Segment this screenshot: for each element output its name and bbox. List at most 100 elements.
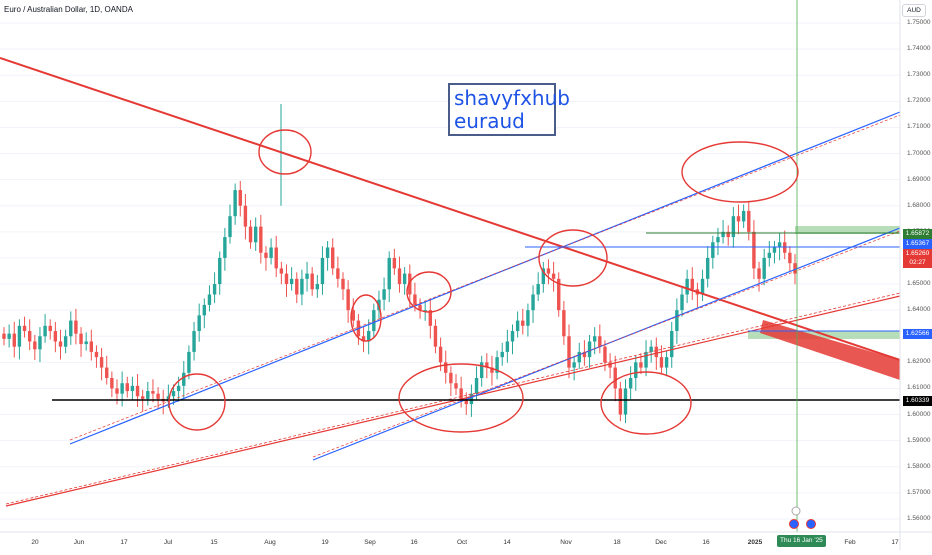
candle-body [146, 391, 150, 399]
time-tick-label: 17 [120, 539, 128, 546]
candle-body [192, 331, 196, 352]
candle-body [567, 336, 571, 368]
price-tick-label: 1.59000 [907, 436, 931, 444]
candle-body [793, 263, 797, 274]
candle-body [33, 341, 37, 350]
candle-body [711, 242, 715, 258]
candle-body [223, 237, 227, 258]
candle-body [762, 257, 766, 279]
candle-body [402, 273, 407, 285]
candle-body [197, 315, 201, 332]
candle-body [38, 336, 42, 350]
candle-body [685, 278, 689, 295]
red-trendline [0, 57, 901, 361]
candle-body [110, 378, 114, 389]
circle-annotation [600, 371, 692, 435]
price-tick-label: 1.68000 [907, 201, 931, 209]
candle-body [438, 346, 443, 363]
candle-body [53, 331, 58, 342]
time-tick-label: 16 [702, 539, 710, 546]
candle-body [17, 325, 22, 347]
candle-body [428, 310, 433, 326]
candle-body [757, 268, 761, 279]
candle-body [726, 231, 730, 238]
candle-body [557, 278, 561, 311]
candle-body [305, 273, 309, 279]
candle-body [22, 325, 27, 332]
currency-button[interactable]: AUD [902, 4, 926, 17]
candle-body [7, 333, 11, 339]
price-tick-label: 1.73000 [907, 71, 931, 79]
candle-body [274, 247, 278, 269]
candle-body [264, 252, 268, 258]
candle-body [731, 216, 736, 238]
annotation-line-1: shavyfxhub [454, 86, 570, 110]
candle-body [135, 385, 140, 397]
circle-annotation [168, 373, 226, 431]
candle-body [474, 378, 479, 394]
candle-body [253, 226, 258, 243]
candle-body [490, 367, 494, 373]
candle-body [2, 333, 6, 339]
candle-body [346, 289, 350, 311]
chart-title: Euro / Australian Dollar, 1D, OANDA [4, 5, 133, 14]
candle-body [366, 331, 371, 342]
annotation-textbox[interactable]: shavyfxhub euraud [448, 83, 570, 136]
candle-body [336, 268, 340, 279]
candle-body [284, 273, 289, 285]
candle-body [680, 294, 684, 311]
candle-body [105, 367, 109, 379]
candle-body [515, 320, 520, 332]
candle-body [449, 372, 453, 384]
time-tick-label: 18 [613, 539, 621, 546]
candle-body [541, 268, 546, 285]
candle-body [752, 231, 756, 269]
candle-body [469, 393, 474, 405]
candle-body [618, 388, 623, 415]
time-tick-label: Feb [844, 539, 856, 546]
time-tick-label: Aug [264, 539, 276, 546]
candle-body [623, 388, 628, 415]
resistance-zone [795, 226, 900, 234]
candle-body [125, 383, 129, 392]
blue-channel-top [69, 111, 901, 445]
candle-body [654, 346, 659, 358]
candle-body [341, 278, 345, 290]
price-tick-label: 1.58000 [907, 462, 931, 470]
candle-body [459, 388, 463, 399]
price-tick-label: 1.69000 [907, 175, 931, 183]
candle-body [608, 362, 612, 368]
circle-annotation [681, 141, 799, 203]
candle-body [500, 351, 504, 358]
candle-body [115, 388, 119, 394]
candle-body [644, 351, 648, 368]
candle-body [634, 362, 638, 379]
red-support-line [5, 295, 901, 507]
candle-body [392, 257, 397, 269]
time-tick-label: 14 [503, 539, 511, 546]
price-tick-label: 1.60000 [907, 410, 931, 418]
candle-body [772, 247, 777, 253]
candle-body [526, 310, 530, 326]
candle-body [43, 325, 47, 337]
candle-body [94, 351, 99, 358]
candle-body [639, 362, 643, 368]
candle-body [413, 294, 417, 305]
candle-body [562, 310, 566, 337]
candle-body [289, 278, 294, 285]
candle-body [598, 336, 602, 347]
candle-body [603, 346, 607, 363]
candle-body [300, 278, 304, 295]
time-tick-label: Jun [73, 539, 85, 546]
zones [748, 226, 900, 380]
price-axis-label: 02:27 [903, 258, 932, 268]
candle-body [212, 284, 217, 295]
time-tick-label: 16 [410, 539, 418, 546]
candle-body [408, 273, 412, 295]
time-tick-label: 2025 [747, 539, 763, 546]
circle-annotation [350, 294, 382, 342]
candle-body [166, 396, 171, 402]
